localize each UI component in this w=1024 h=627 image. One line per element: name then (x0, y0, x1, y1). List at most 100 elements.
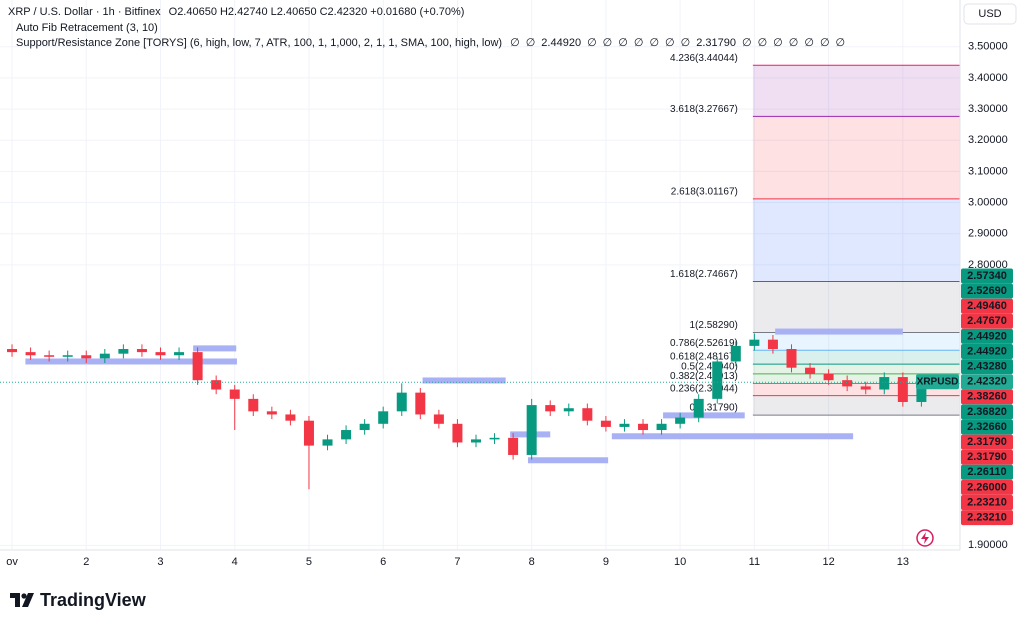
candle-body (656, 423, 667, 431)
price-badge-label: 2.36820 (967, 406, 1007, 418)
y-tick-label: 3.00000 (968, 196, 1008, 208)
fib-label: 0.786(2.52619) (670, 338, 738, 349)
x-tick-label: 8 (529, 556, 535, 568)
x-tick-label: 12 (822, 556, 834, 568)
sr-zone (193, 345, 237, 352)
sr-zone (611, 433, 854, 440)
indicator-value: ∅ (603, 37, 613, 49)
price-badge-label: 2.26110 (967, 466, 1006, 478)
price-badge (961, 449, 1013, 465)
indicator-value: 2.44920 (541, 37, 581, 49)
y-tick-label: 3.20000 (968, 134, 1008, 146)
fib-band (752, 350, 960, 365)
x-tick-label: 9 (603, 556, 609, 568)
legend-header: XRP / U.S. Dollar · 1h · Bitfinex Auto F… (8, 6, 845, 49)
y-tick-label: 3.10000 (968, 165, 1008, 177)
candle-body (823, 373, 834, 381)
price-badge (961, 389, 1013, 405)
y-tick-label: 2.80000 (968, 259, 1008, 271)
candle-body (81, 355, 92, 359)
candle-body (62, 355, 73, 357)
candle-body (582, 408, 593, 421)
candle-body (378, 411, 389, 424)
price-badge-label: 2.31790 (967, 451, 1007, 463)
y-tick-label: 3.30000 (968, 103, 1008, 115)
candle-body (7, 349, 18, 353)
price-badge-label: 2.57340 (967, 270, 1007, 282)
indicator-value: ∅ (649, 37, 659, 49)
x-tick-label: 2 (83, 556, 89, 568)
y-tick-label: 1.90000 (968, 539, 1008, 551)
x-tick-label: 3 (157, 556, 163, 568)
currency-button[interactable] (963, 3, 1017, 25)
sr-zone (775, 328, 903, 335)
price-badge-label: 2.26000 (967, 481, 1007, 493)
candle-body (638, 423, 649, 431)
ohlc-change: +0.01680 (+0.70%) (370, 6, 464, 18)
price-badge-label: 2.43280 (967, 361, 1007, 373)
candle-body (619, 423, 630, 427)
ohlc-key: L (271, 6, 277, 18)
price-badge (961, 495, 1013, 510)
price-badge (961, 510, 1013, 526)
brand-name: TradingView (40, 590, 147, 610)
price-badge (961, 374, 1013, 390)
price-badge-label: 2.47670 (967, 315, 1007, 327)
x-tick-label: 5 (306, 556, 312, 568)
candle-body (767, 339, 778, 350)
candle-body (749, 339, 760, 346)
candle-body (99, 353, 110, 359)
indicator-value: ∅ (587, 37, 597, 49)
candle-body (415, 392, 426, 415)
candle-body (396, 392, 407, 412)
logo-mark (10, 593, 20, 607)
candle-body (508, 437, 519, 455)
price-badge (961, 434, 1013, 450)
x-tick-label: 11 (749, 556, 760, 568)
fib-label: 2.618(3.01167) (671, 187, 738, 198)
ohlc-key: O (169, 6, 178, 18)
indicator-value: ∅ (526, 37, 536, 49)
sr-zone (422, 377, 506, 384)
fib-band (752, 373, 960, 384)
x-tick-label: 4 (232, 556, 238, 568)
price-badge-label: 2.31790 (967, 436, 1007, 448)
indicator-value: ∅ (789, 37, 799, 49)
alert-icon[interactable] (916, 529, 934, 547)
candle-body (489, 437, 500, 440)
candle-body (211, 380, 222, 390)
price-badge (961, 268, 1013, 284)
price-badge-label: 2.38260 (967, 391, 1007, 403)
fib-label: 3.618(3.27667) (670, 104, 738, 115)
fib-band (752, 364, 960, 374)
price-badge-label: 2.23210 (967, 496, 1007, 508)
ohlc-value: 2.40650 (277, 6, 317, 18)
ohlc-key: C (320, 6, 328, 18)
indicator-value: ∅ (773, 37, 783, 49)
candle-body (526, 405, 537, 455)
indicator-value: ∅ (836, 37, 846, 49)
indicator-value: 2.31790 (696, 37, 736, 49)
indicator-value: ∅ (804, 37, 814, 49)
ohlc-value: 2.42320 (328, 6, 368, 18)
candle-body (600, 420, 611, 427)
candle-body (192, 352, 203, 381)
fib-label: 0.236(2.38044) (670, 383, 738, 394)
symbol-badge (916, 374, 959, 390)
price-badge (961, 283, 1013, 299)
candle-body (860, 386, 871, 390)
candle-body (155, 352, 166, 356)
candle-body (805, 367, 816, 374)
indicator-value: ∅ (665, 37, 675, 49)
candle-body (44, 355, 55, 357)
fib-label: 1.618(2.74667) (670, 269, 738, 280)
price-badge (961, 404, 1013, 420)
y-tick-label: 2.90000 (968, 228, 1008, 240)
x-tick-label: ov (6, 556, 18, 568)
price-badge (961, 359, 1013, 375)
indicator-value: ∅ (742, 37, 752, 49)
fib-band (752, 395, 960, 416)
candle-body (359, 423, 370, 431)
fib-band (752, 281, 960, 333)
sr-zone (663, 412, 745, 419)
